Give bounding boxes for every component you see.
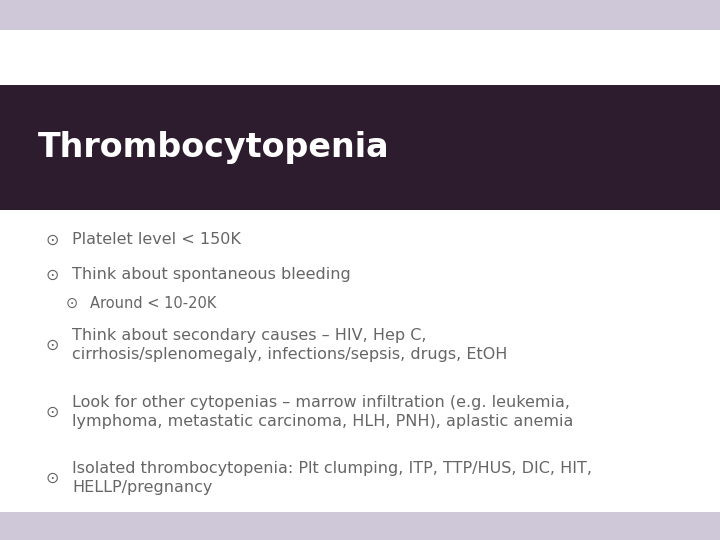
Text: Platelet level < 150K: Platelet level < 150K xyxy=(72,233,241,247)
Text: ⊙: ⊙ xyxy=(45,267,59,282)
Text: ⊙: ⊙ xyxy=(45,233,59,247)
FancyBboxPatch shape xyxy=(0,85,720,210)
Text: Around < 10-20K: Around < 10-20K xyxy=(90,295,217,310)
Text: ⊙: ⊙ xyxy=(45,470,59,485)
Text: ⊙: ⊙ xyxy=(66,295,78,310)
Text: ⊙: ⊙ xyxy=(45,404,59,420)
Text: Thrombocytopenia: Thrombocytopenia xyxy=(38,132,390,165)
Text: Think about secondary causes – HIV, Hep C,
cirrhosis/splenomegaly, infections/se: Think about secondary causes – HIV, Hep … xyxy=(72,328,508,362)
FancyBboxPatch shape xyxy=(0,0,720,30)
Text: Think about spontaneous bleeding: Think about spontaneous bleeding xyxy=(72,267,351,282)
Text: ⊙: ⊙ xyxy=(45,338,59,353)
Text: Look for other cytopenias – marrow infiltration (e.g. leukemia,
lymphoma, metast: Look for other cytopenias – marrow infil… xyxy=(72,395,573,429)
FancyBboxPatch shape xyxy=(0,512,720,540)
Text: Isolated thrombocytopenia: Plt clumping, ITP, TTP/HUS, DIC, HIT,
HELLP/pregnancy: Isolated thrombocytopenia: Plt clumping,… xyxy=(72,461,592,495)
